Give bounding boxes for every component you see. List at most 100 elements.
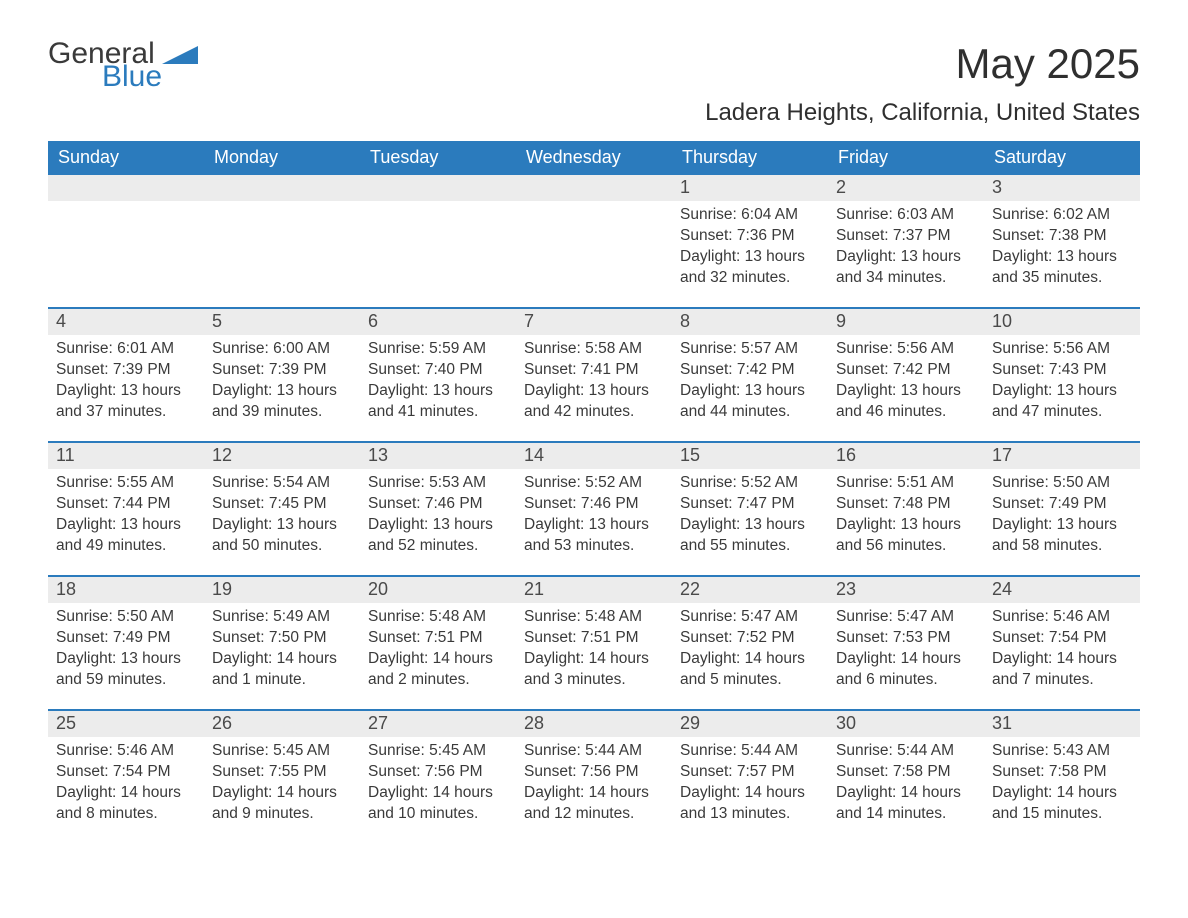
dow-header-cell: Monday: [204, 141, 360, 175]
sunset-line: Sunset: 7:39 PM: [212, 360, 352, 381]
day-body: Sunrise: 5:45 AMSunset: 7:56 PMDaylight:…: [360, 737, 516, 831]
daylight-line: Daylight: 13 hours and 35 minutes.: [992, 247, 1132, 289]
sunrise-line: Sunrise: 5:45 AM: [212, 741, 352, 762]
day-number: 22: [672, 577, 828, 603]
day-number: 13: [360, 443, 516, 469]
day-body: Sunrise: 5:57 AMSunset: 7:42 PMDaylight:…: [672, 335, 828, 429]
sunset-line: Sunset: 7:37 PM: [836, 226, 976, 247]
week-row: 25Sunrise: 5:46 AMSunset: 7:54 PMDayligh…: [48, 709, 1140, 831]
day-body: [360, 201, 516, 211]
sunset-line: Sunset: 7:49 PM: [992, 494, 1132, 515]
sunrise-line: Sunrise: 6:03 AM: [836, 205, 976, 226]
day-body: [48, 201, 204, 211]
day-number: 31: [984, 711, 1140, 737]
sunrise-line: Sunrise: 5:48 AM: [368, 607, 508, 628]
daylight-line: Daylight: 14 hours and 15 minutes.: [992, 783, 1132, 825]
daylight-line: Daylight: 14 hours and 10 minutes.: [368, 783, 508, 825]
sunset-line: Sunset: 7:49 PM: [56, 628, 196, 649]
day-body: Sunrise: 5:48 AMSunset: 7:51 PMDaylight:…: [516, 603, 672, 697]
day-number: 28: [516, 711, 672, 737]
day-number: 15: [672, 443, 828, 469]
day-body: Sunrise: 5:43 AMSunset: 7:58 PMDaylight:…: [984, 737, 1140, 831]
daylight-line: Daylight: 13 hours and 37 minutes.: [56, 381, 196, 423]
sunrise-line: Sunrise: 5:59 AM: [368, 339, 508, 360]
day-cell: 9Sunrise: 5:56 AMSunset: 7:42 PMDaylight…: [828, 309, 984, 429]
day-cell: 30Sunrise: 5:44 AMSunset: 7:58 PMDayligh…: [828, 711, 984, 831]
sunrise-line: Sunrise: 5:56 AM: [992, 339, 1132, 360]
day-number: 19: [204, 577, 360, 603]
day-number: 3: [984, 175, 1140, 201]
day-body: Sunrise: 5:50 AMSunset: 7:49 PMDaylight:…: [984, 469, 1140, 563]
day-cell: 12Sunrise: 5:54 AMSunset: 7:45 PMDayligh…: [204, 443, 360, 563]
day-number: 30: [828, 711, 984, 737]
day-cell: 19Sunrise: 5:49 AMSunset: 7:50 PMDayligh…: [204, 577, 360, 697]
day-cell: 1Sunrise: 6:04 AMSunset: 7:36 PMDaylight…: [672, 175, 828, 295]
sunrise-line: Sunrise: 5:52 AM: [680, 473, 820, 494]
day-number: 24: [984, 577, 1140, 603]
day-number: 14: [516, 443, 672, 469]
sunset-line: Sunset: 7:58 PM: [992, 762, 1132, 783]
location-subtitle: Ladera Heights, California, United State…: [48, 99, 1140, 127]
day-number: 27: [360, 711, 516, 737]
dow-header-cell: Friday: [828, 141, 984, 175]
day-number: 25: [48, 711, 204, 737]
day-body: Sunrise: 5:52 AMSunset: 7:46 PMDaylight:…: [516, 469, 672, 563]
day-cell: 24Sunrise: 5:46 AMSunset: 7:54 PMDayligh…: [984, 577, 1140, 697]
day-cell: 5Sunrise: 6:00 AMSunset: 7:39 PMDaylight…: [204, 309, 360, 429]
sunset-line: Sunset: 7:52 PM: [680, 628, 820, 649]
sunrise-line: Sunrise: 5:43 AM: [992, 741, 1132, 762]
day-cell: 23Sunrise: 5:47 AMSunset: 7:53 PMDayligh…: [828, 577, 984, 697]
sunrise-line: Sunrise: 5:50 AM: [56, 607, 196, 628]
day-number: 29: [672, 711, 828, 737]
day-cell: 31Sunrise: 5:43 AMSunset: 7:58 PMDayligh…: [984, 711, 1140, 831]
day-number: 7: [516, 309, 672, 335]
day-cell: 25Sunrise: 5:46 AMSunset: 7:54 PMDayligh…: [48, 711, 204, 831]
sunset-line: Sunset: 7:42 PM: [680, 360, 820, 381]
day-cell: 18Sunrise: 5:50 AMSunset: 7:49 PMDayligh…: [48, 577, 204, 697]
day-cell: 16Sunrise: 5:51 AMSunset: 7:48 PMDayligh…: [828, 443, 984, 563]
daylight-line: Daylight: 14 hours and 6 minutes.: [836, 649, 976, 691]
day-cell: [516, 175, 672, 295]
daylight-line: Daylight: 14 hours and 9 minutes.: [212, 783, 352, 825]
day-cell: 27Sunrise: 5:45 AMSunset: 7:56 PMDayligh…: [360, 711, 516, 831]
sunrise-line: Sunrise: 5:49 AM: [212, 607, 352, 628]
day-body: Sunrise: 5:52 AMSunset: 7:47 PMDaylight:…: [672, 469, 828, 563]
day-number: 23: [828, 577, 984, 603]
sunrise-line: Sunrise: 6:01 AM: [56, 339, 196, 360]
sunset-line: Sunset: 7:58 PM: [836, 762, 976, 783]
daylight-line: Daylight: 13 hours and 53 minutes.: [524, 515, 664, 557]
day-number: 8: [672, 309, 828, 335]
day-body: Sunrise: 5:50 AMSunset: 7:49 PMDaylight:…: [48, 603, 204, 697]
day-number: 26: [204, 711, 360, 737]
sunset-line: Sunset: 7:54 PM: [56, 762, 196, 783]
day-body: Sunrise: 5:46 AMSunset: 7:54 PMDaylight:…: [48, 737, 204, 831]
day-body: Sunrise: 6:03 AMSunset: 7:37 PMDaylight:…: [828, 201, 984, 295]
day-cell: 21Sunrise: 5:48 AMSunset: 7:51 PMDayligh…: [516, 577, 672, 697]
day-body: Sunrise: 5:45 AMSunset: 7:55 PMDaylight:…: [204, 737, 360, 831]
sunset-line: Sunset: 7:55 PM: [212, 762, 352, 783]
sunset-line: Sunset: 7:57 PM: [680, 762, 820, 783]
day-cell: 22Sunrise: 5:47 AMSunset: 7:52 PMDayligh…: [672, 577, 828, 697]
day-cell: 3Sunrise: 6:02 AMSunset: 7:38 PMDaylight…: [984, 175, 1140, 295]
sunset-line: Sunset: 7:46 PM: [368, 494, 508, 515]
week-row: 18Sunrise: 5:50 AMSunset: 7:49 PMDayligh…: [48, 575, 1140, 697]
day-body: Sunrise: 5:56 AMSunset: 7:43 PMDaylight:…: [984, 335, 1140, 429]
flag-icon: [162, 46, 198, 68]
daylight-line: Daylight: 13 hours and 58 minutes.: [992, 515, 1132, 557]
sunrise-line: Sunrise: 5:48 AM: [524, 607, 664, 628]
sunset-line: Sunset: 7:51 PM: [524, 628, 664, 649]
sunset-line: Sunset: 7:54 PM: [992, 628, 1132, 649]
sunrise-line: Sunrise: 5:55 AM: [56, 473, 196, 494]
dow-header-cell: Wednesday: [516, 141, 672, 175]
week-row: 4Sunrise: 6:01 AMSunset: 7:39 PMDaylight…: [48, 307, 1140, 429]
sunrise-line: Sunrise: 5:44 AM: [680, 741, 820, 762]
day-number: 10: [984, 309, 1140, 335]
daylight-line: Daylight: 13 hours and 59 minutes.: [56, 649, 196, 691]
daylight-line: Daylight: 14 hours and 7 minutes.: [992, 649, 1132, 691]
daylight-line: Daylight: 13 hours and 41 minutes.: [368, 381, 508, 423]
daylight-line: Daylight: 13 hours and 44 minutes.: [680, 381, 820, 423]
week-row: 11Sunrise: 5:55 AMSunset: 7:44 PMDayligh…: [48, 441, 1140, 563]
daylight-line: Daylight: 13 hours and 56 minutes.: [836, 515, 976, 557]
day-number: 1: [672, 175, 828, 201]
day-body: Sunrise: 5:49 AMSunset: 7:50 PMDaylight:…: [204, 603, 360, 697]
